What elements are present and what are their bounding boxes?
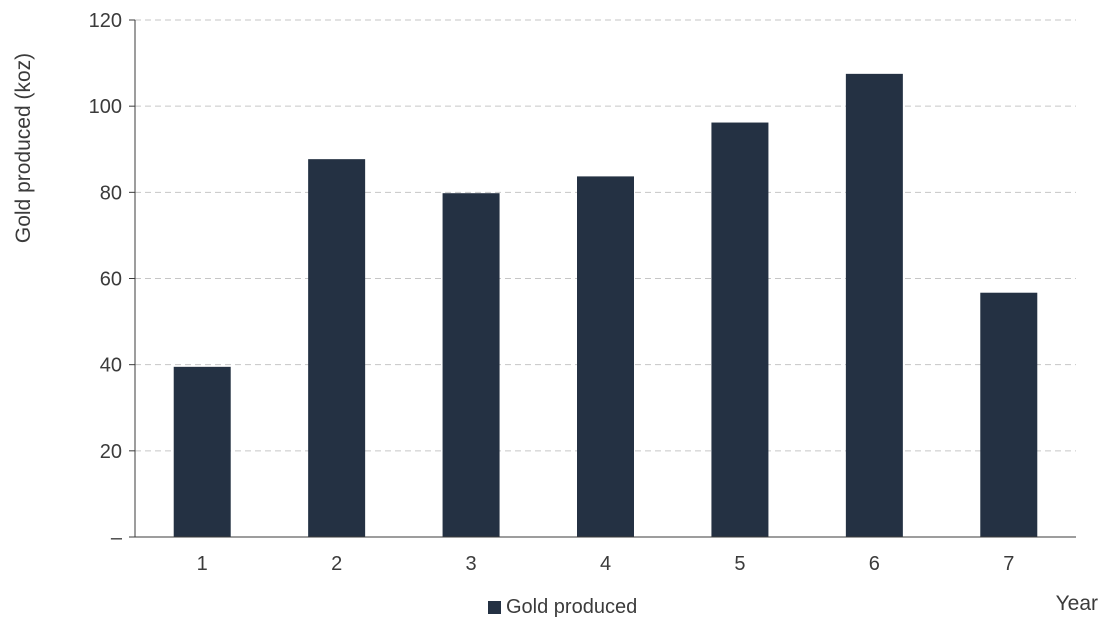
bar — [577, 176, 634, 537]
bars — [173, 73, 1038, 538]
axes — [129, 19, 1076, 538]
x-tick-label: 1 — [197, 553, 208, 575]
y-tick-label: 40 — [100, 355, 122, 377]
bar — [845, 73, 903, 538]
bar — [442, 193, 500, 537]
y-tick-label: 120 — [89, 10, 122, 32]
y-tick-label: – — [111, 527, 123, 549]
x-tick-label: 6 — [869, 553, 880, 575]
y-tick-labels: – 20 40 60 80 100 120 — [89, 10, 123, 549]
x-tick-label: 5 — [734, 553, 745, 575]
legend-swatch — [488, 601, 501, 614]
bar — [711, 122, 769, 537]
x-tick-labels: 1 2 3 4 5 6 7 — [197, 553, 1015, 575]
legend-label: Gold produced — [506, 596, 637, 618]
legend: Gold produced — [488, 596, 637, 618]
y-tick-label: 60 — [100, 269, 122, 291]
x-tick-label: 2 — [331, 553, 342, 575]
bar — [980, 292, 1038, 537]
bar — [308, 159, 366, 537]
y-tick-label: 100 — [89, 96, 122, 118]
y-axis-title: Gold produced (koz) — [12, 53, 35, 243]
x-tick-label: 7 — [1003, 553, 1014, 575]
y-tick-label: 20 — [100, 441, 122, 463]
x-tick-label: 3 — [466, 553, 477, 575]
x-axis-title: Year — [1056, 592, 1098, 615]
bar — [173, 366, 231, 537]
x-tick-label: 4 — [600, 553, 611, 575]
y-tick-label: 80 — [100, 182, 122, 204]
